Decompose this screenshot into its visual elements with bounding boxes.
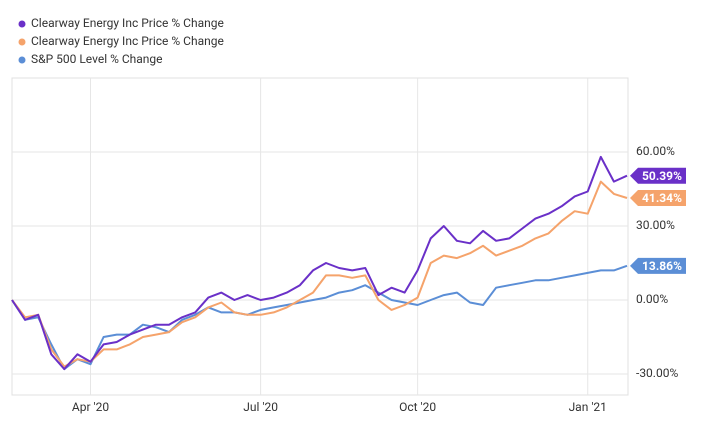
legend-marker bbox=[18, 38, 26, 46]
plot-frame bbox=[11, 77, 629, 396]
x-tick-label: Apr '20 bbox=[72, 400, 109, 414]
value-tag bbox=[630, 167, 686, 184]
legend-label: Clearway Energy Inc Price % Change bbox=[31, 16, 224, 30]
y-tick-label: 0.00% bbox=[636, 292, 668, 306]
legend-label: Clearway Energy Inc Price % Change bbox=[31, 34, 224, 48]
y-tick-label: 30.00% bbox=[636, 218, 675, 232]
value-tag bbox=[630, 257, 686, 274]
series-line bbox=[11, 264, 628, 371]
x-tick-label: Jul '20 bbox=[243, 400, 278, 414]
legend-marker bbox=[18, 56, 26, 64]
value-tag-label: 50.39% bbox=[642, 169, 682, 183]
y-tick-label: 60.00% bbox=[636, 144, 675, 158]
y-tick-label: -30.00% bbox=[636, 366, 678, 380]
legend-label: S&P 500 Level % Change bbox=[31, 52, 163, 66]
x-tick-label: Oct '20 bbox=[399, 400, 436, 414]
legend-marker bbox=[18, 20, 26, 28]
series-line bbox=[11, 155, 628, 371]
x-tick-label: Jan '21 bbox=[569, 400, 607, 414]
value-tag bbox=[630, 190, 686, 207]
series-line bbox=[11, 180, 628, 368]
value-tag-label: 41.34% bbox=[642, 191, 682, 205]
value-tag-label: 13.86% bbox=[642, 259, 682, 273]
